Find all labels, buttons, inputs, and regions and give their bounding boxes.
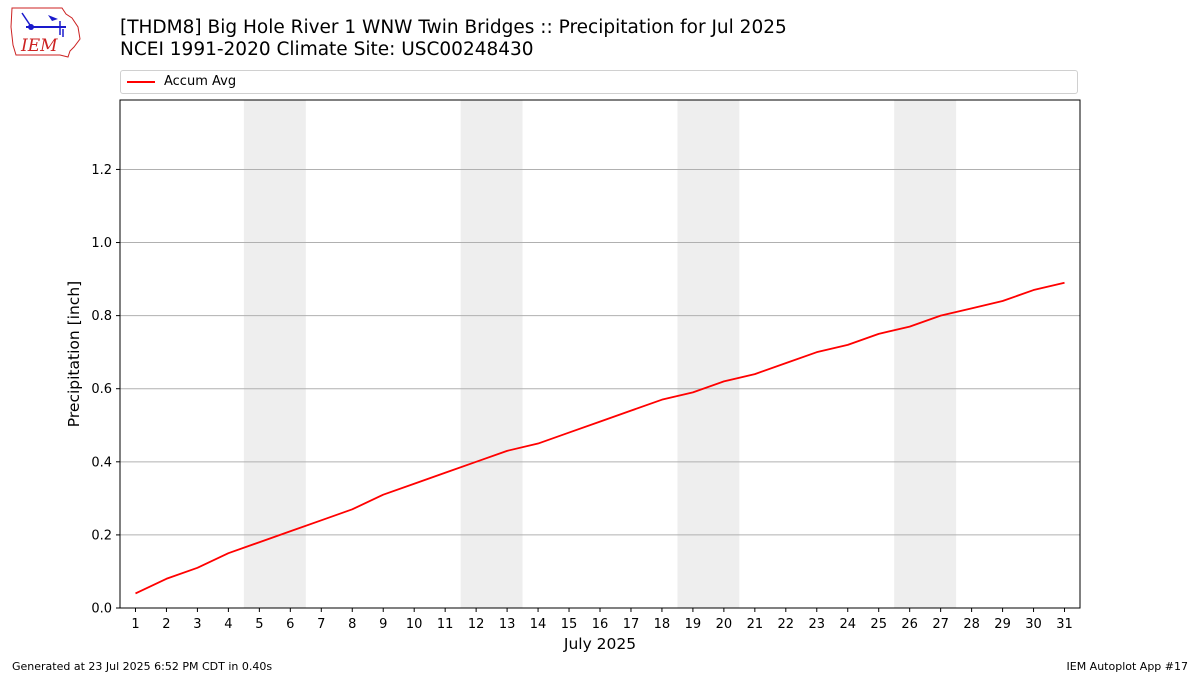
title-line-1: [THDM8] Big Hole River 1 WNW Twin Bridge…: [120, 17, 787, 38]
y-tick-label: 1.0: [91, 236, 112, 251]
x-tick-label: 5: [255, 617, 263, 632]
x-tick-label: 29: [994, 617, 1011, 632]
x-tick-label: 24: [839, 617, 856, 632]
x-tick-label: 30: [1025, 617, 1042, 632]
y-tick-label: 0.8: [91, 309, 112, 324]
y-tick-label: 0.0: [91, 602, 112, 617]
x-tick-label: 12: [468, 617, 485, 632]
x-tick-label: 13: [499, 617, 516, 632]
legend-label: Accum Avg: [164, 74, 237, 89]
y-tick-label: 1.2: [91, 163, 112, 178]
weekend-band: [894, 100, 957, 608]
x-tick-label: 11: [437, 617, 454, 632]
logo-text: IEM: [20, 36, 58, 56]
y-tick-label: 0.2: [91, 528, 112, 543]
x-tick-label: 6: [286, 617, 294, 632]
x-tick-label: 26: [901, 617, 918, 632]
weekend-band: [460, 100, 523, 608]
legend: Accum Avg: [120, 70, 1078, 94]
chart-title: [THDM8] Big Hole River 1 WNW Twin Bridge…: [120, 17, 787, 61]
x-tick-label: 20: [716, 617, 733, 632]
plot-frame: [119, 99, 1081, 609]
x-tick-label: 15: [561, 617, 578, 632]
x-tick-label: 3: [193, 617, 201, 632]
footer-app: IEM Autoplot App #17: [1066, 660, 1189, 673]
x-tick-label: 28: [963, 617, 980, 632]
legend-line-swatch: [127, 81, 155, 83]
x-tick-label: 22: [778, 617, 795, 632]
iem-logo: IEM: [10, 7, 81, 58]
x-tick-label: 4: [224, 617, 232, 632]
x-tick-label: 14: [530, 617, 547, 632]
x-tick-label: 27: [932, 617, 949, 632]
footer-generated: Generated at 23 Jul 2025 6:52 PM CDT in …: [12, 660, 273, 673]
x-tick-label: 25: [870, 617, 887, 632]
x-tick-label: 2: [162, 617, 170, 632]
weekend-band: [677, 100, 740, 608]
weekend-band: [243, 100, 306, 608]
y-axis-label: Precipitation [inch]: [65, 281, 83, 427]
x-tick-label: 8: [348, 617, 356, 632]
x-tick-label: 23: [809, 617, 826, 632]
x-tick-label: 9: [379, 617, 387, 632]
x-tick-label: 19: [685, 617, 702, 632]
x-tick-label: 17: [623, 617, 640, 632]
x-axis-label: July 2025: [563, 635, 636, 653]
x-tick-label: 10: [406, 617, 423, 632]
x-tick-label: 16: [592, 617, 609, 632]
x-tick-label: 21: [747, 617, 764, 632]
x-tick-label: 18: [654, 617, 671, 632]
x-tick-label: 31: [1056, 617, 1073, 632]
x-tick-label: 7: [317, 617, 325, 632]
y-tick-label: 0.4: [91, 455, 112, 470]
x-tick-label: 1: [131, 617, 139, 632]
y-tick-label: 0.6: [91, 382, 112, 397]
title-line-2: NCEI 1991-2020 Climate Site: USC00248430: [120, 39, 534, 60]
